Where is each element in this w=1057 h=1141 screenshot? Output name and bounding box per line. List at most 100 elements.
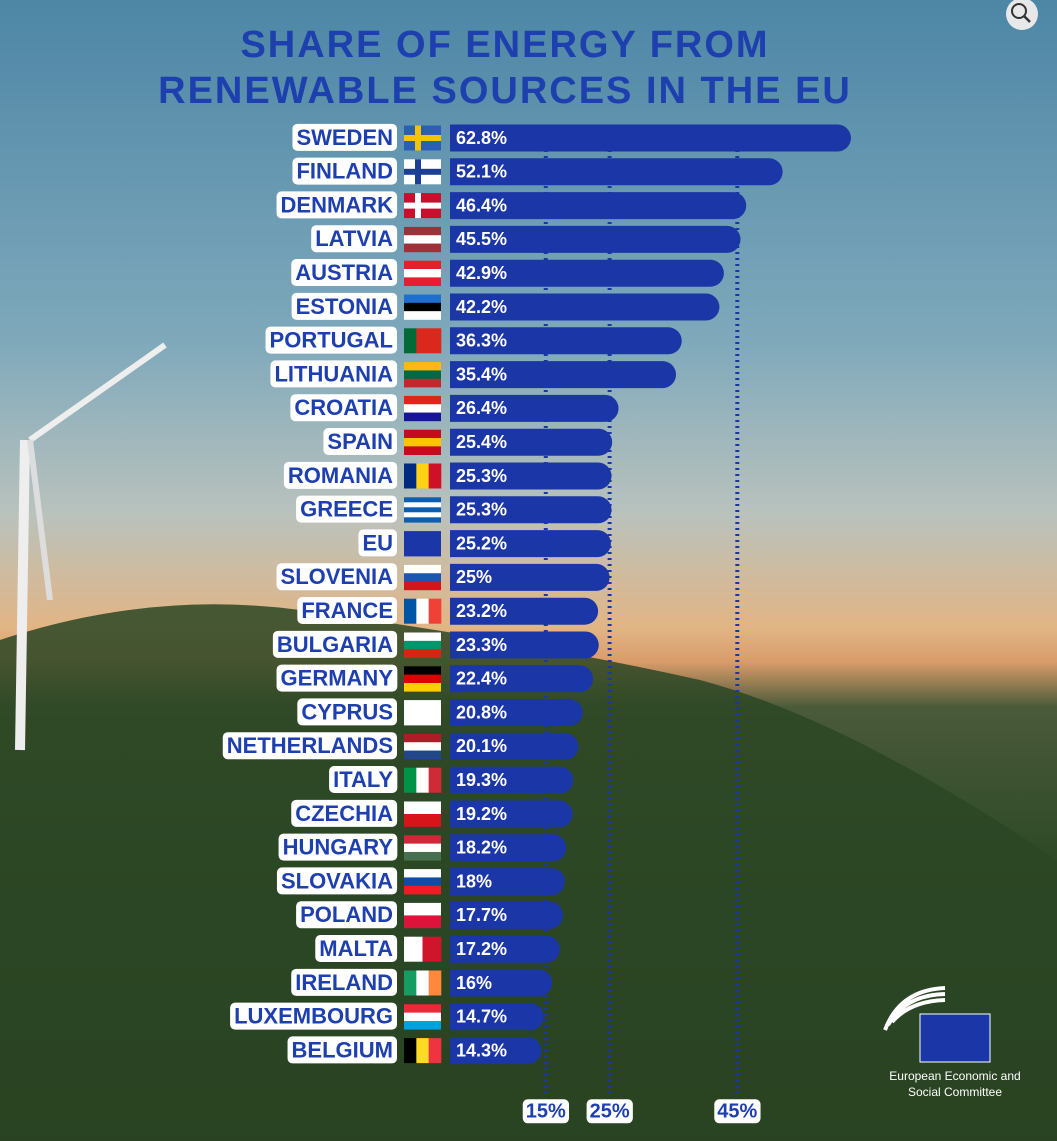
zoom-button[interactable]: [1006, 0, 1038, 30]
bar: [450, 1037, 542, 1065]
label-pill: [291, 799, 398, 827]
category-label: CZECHIA: [295, 801, 393, 826]
flag-part: [404, 362, 441, 371]
bar: [450, 192, 747, 220]
category-label: AUSTRIA: [295, 260, 393, 285]
flag: [404, 733, 441, 760]
flag-part: [416, 463, 429, 489]
label-pill: [276, 867, 398, 895]
category-label: PORTUGAL: [270, 328, 393, 353]
flag: [404, 970, 442, 996]
label-pill: [297, 698, 397, 726]
flag-part: [416, 328, 429, 354]
flag-part: [404, 700, 441, 726]
value-label: 25.4%: [456, 432, 507, 452]
category-label: SWEDEN: [296, 125, 393, 150]
label-pill: [291, 259, 398, 287]
flag-part: [404, 649, 441, 658]
flag-part: [404, 328, 417, 354]
flag-part: [404, 750, 441, 760]
flag-part: [404, 915, 441, 929]
flag-part: [404, 674, 441, 684]
flag-part: [404, 877, 441, 887]
turbine: [15, 439, 30, 751]
flag-part: [404, 869, 441, 878]
label-pill: [522, 1099, 569, 1124]
value-label: 18.2%: [456, 838, 507, 858]
category-label: NETHERLANDS: [227, 733, 393, 758]
flag-part: [404, 1004, 441, 1013]
category-label: ITALY: [333, 767, 393, 792]
flag-part: [428, 970, 442, 996]
label-pill: [323, 428, 397, 456]
bar: [450, 935, 560, 963]
flag: [404, 801, 441, 827]
bar: [450, 901, 564, 929]
flag-part: [404, 733, 441, 743]
label-pill: [291, 292, 398, 320]
value-label: 25.3%: [456, 500, 507, 520]
flag-part: [404, 885, 441, 895]
flag-part: [404, 835, 441, 844]
category-label: CROATIA: [294, 395, 393, 420]
flag: [404, 564, 441, 591]
value-label: 45.5%: [456, 229, 507, 249]
category-label: SLOVAKIA: [281, 868, 393, 893]
value-label: 16%: [456, 973, 492, 993]
bar: [450, 597, 599, 625]
zoom-icon: [1011, 3, 1027, 19]
value-label: 18%: [456, 871, 492, 891]
bar: [450, 969, 553, 997]
value-label: 25%: [456, 567, 492, 587]
category-label: CYPRUS: [301, 699, 393, 724]
flag-part: [404, 936, 423, 962]
label-pill: [283, 461, 398, 489]
x-tick-label: 15%: [526, 1100, 566, 1122]
chart-title: SHARE OF ENERGY FROM RENEWABLE SOURCES I…: [158, 24, 852, 112]
category-label: LUXEMBOURG: [234, 1004, 393, 1029]
bar: [450, 361, 677, 389]
label-pill: [311, 225, 398, 253]
value-label: 52.1%: [456, 162, 507, 182]
logo-text: European Economic and Social Committee: [889, 1069, 1021, 1099]
flag-part: [404, 531, 441, 557]
label-pill: [296, 495, 397, 523]
flag-part: [404, 226, 441, 236]
flag: [404, 328, 442, 354]
flag: [404, 463, 442, 489]
flag: [404, 1038, 442, 1064]
label-pill: [296, 901, 397, 929]
bar: [450, 732, 579, 760]
flag-part: [404, 814, 441, 827]
flag: [404, 159, 441, 185]
flag-part: [404, 581, 441, 591]
flag: [404, 869, 441, 895]
flag-part: [404, 370, 441, 380]
flag-part: [404, 640, 441, 650]
label-pill: [222, 732, 397, 760]
value-label: 46.4%: [456, 195, 507, 215]
value-label: 14.7%: [456, 1007, 507, 1027]
eu-flag: [919, 1013, 991, 1063]
flag-part: [404, 135, 441, 141]
flag-part: [404, 463, 417, 489]
label-pill: [358, 529, 397, 557]
flag: [404, 936, 442, 962]
label-pill: [292, 157, 397, 185]
bar: [450, 834, 567, 862]
flag-part: [404, 302, 441, 312]
bar: [450, 428, 613, 456]
category-label: ROMANIA: [288, 463, 393, 488]
label-pill: [292, 123, 397, 151]
turbine: [28, 342, 167, 443]
category-label: LATVIA: [315, 226, 393, 251]
flag: [404, 598, 442, 624]
bar: [450, 766, 574, 794]
label-pill: [278, 833, 398, 861]
category-label: EU: [362, 530, 393, 555]
bar: [450, 665, 594, 693]
x-tick-label: 45%: [717, 1100, 757, 1122]
flag-part: [404, 843, 441, 853]
